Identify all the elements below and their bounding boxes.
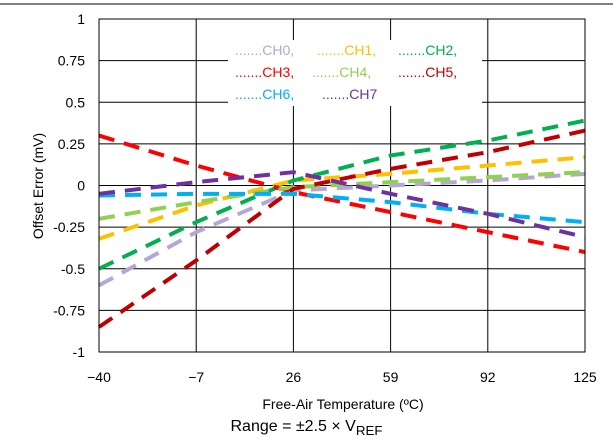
x-tick-label: 92 [480, 369, 496, 385]
legend-entry-ch7: .......CH7 [322, 86, 377, 102]
caption-text: Range = ±2.5 × V [230, 418, 356, 435]
legend-entry-ch4: .......CH4, [312, 64, 371, 80]
x-tick-label: 125 [573, 369, 597, 385]
chart-caption: Range = ±2.5 × VREF [0, 418, 613, 438]
y-tick-label: 0 [77, 178, 85, 194]
legend-entry-ch0: .......CH0, [235, 42, 294, 58]
legend-entry-ch5: .......CH5, [398, 64, 457, 80]
legend-entry-ch2: .......CH2, [398, 42, 457, 58]
x-tick-label: −40 [87, 369, 111, 385]
plot-frame [98, 18, 586, 353]
series-line-ch2 [98, 118, 586, 271]
y-tick-label: 0.75 [58, 53, 85, 69]
series-line-ch3 [98, 133, 586, 255]
y-tick-label: 0.5 [66, 94, 86, 110]
y-tick-label: -0.25 [53, 219, 85, 235]
y-axis-title: Offset Error (mV) [30, 133, 46, 239]
x-tick-label: 59 [383, 369, 399, 385]
y-tick-label: 1 [77, 11, 85, 27]
legend-box [228, 40, 482, 106]
legend-entry-ch1: .......CH1, [317, 42, 376, 58]
legend-entry-ch3: .......CH3, [235, 64, 294, 80]
x-tick-label: 26 [286, 369, 302, 385]
y-tick-label: -1 [73, 344, 86, 360]
series-line-ch1 [98, 155, 586, 241]
y-tick-label: 0.25 [58, 136, 85, 152]
x-axis-title: Free-Air Temperature (ºC) [262, 396, 423, 412]
x-tick-labels: −40 −7 26 59 92 125 [87, 369, 597, 385]
series-line-ch7 [98, 170, 586, 240]
y-tick-label: -0.5 [61, 261, 85, 277]
caption-subscript: REF [355, 423, 383, 439]
series-line-ch0 [98, 171, 586, 288]
series-lines [97, 118, 586, 329]
legend-entry-ch6: .......CH6, [235, 86, 294, 102]
series-line-ch6 [98, 191, 586, 225]
y-tick-labels: 1 0.75 0.5 0.25 0 -0.25 -0.5 -0.75 -1 [53, 11, 85, 360]
y-tick-label: -0.75 [53, 302, 85, 318]
x-tick-label: −7 [188, 369, 204, 385]
legend: .......CH0, .......CH1, .......CH2,.......… [228, 40, 482, 106]
series-line-ch5 [97, 128, 586, 329]
